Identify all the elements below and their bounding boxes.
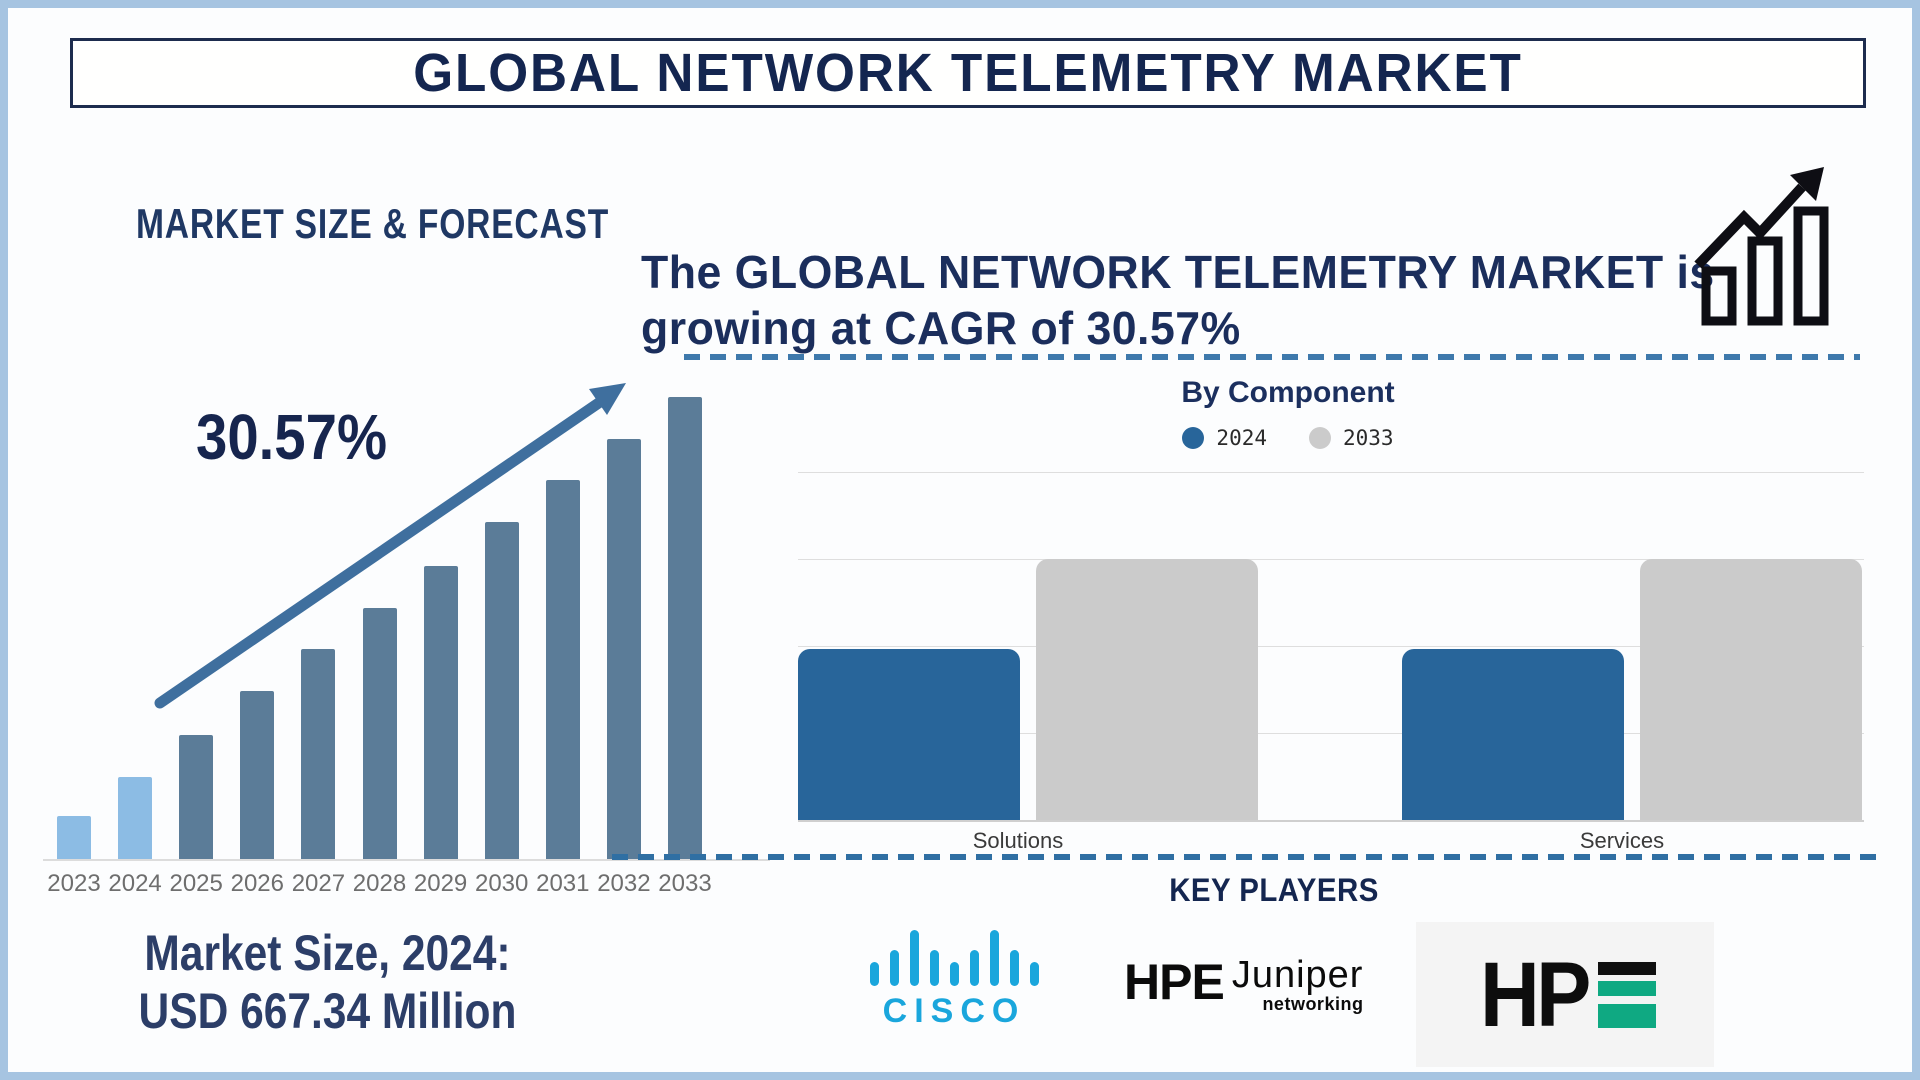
headline: The GLOBAL NETWORK TELEMETRY MARKET is g… [641,244,1715,356]
hpe-juniper-text-column: Juniper networking [1232,956,1364,1015]
headline-line1: The GLOBAL NETWORK TELEMETRY MARKET is [641,246,1715,298]
hpe-logo: HP [1416,922,1714,1067]
forecast-bar-2029 [423,566,458,860]
forecast-axis-label-2030: 2030 [474,870,529,897]
forecast-bar-2026 [240,691,275,860]
market-size-line2: USD 667.34 Million [138,983,517,1039]
forecast-bar-2033 [668,397,702,860]
cagr-value-label: 30.57% [196,401,388,473]
market-size-line1: Market Size, 2024: [144,925,511,981]
component-bar-services-2033 [1640,559,1862,820]
chart-gridline [798,733,1864,734]
forecast-axis-label-2033: 2033 [658,870,712,897]
forecast-bar-2031 [545,480,580,860]
page-title: GLOBAL NETWORK TELEMETRY MARKET [413,43,1523,103]
hpe-juniper-networking-text: networking [1262,994,1364,1014]
hpe-juniper-hpe-text: HPE [1124,954,1225,1010]
chart-baseline [798,820,1864,822]
by-component-chart [798,472,1864,822]
component-bar-services-2024 [1402,649,1624,820]
hpe-hp-text: HP [1479,943,1591,1046]
forecast-axis-label-2025: 2025 [169,870,223,897]
forecast-x-axis: 2023 2024 2025 2026 2027 2028 2029 2030 2031 2032… [43,870,768,902]
forecast-axis-label-2026: 2026 [230,870,284,897]
forecast-axis-label-2023: 2023 [47,870,101,897]
market-size-caption: Market Size, 2024: USD 667.34 Million [109,924,547,1040]
hpe-element-icon [1598,961,1657,1028]
legend-swatch-2024 [1182,427,1205,449]
category-label-solutions: Solutions [972,828,1064,853]
forecast-bar-2024 [118,777,153,860]
hpe-juniper-juniper-text: Juniper [1231,954,1364,996]
forecast-axis-line [43,859,770,861]
section-title-market-size-forecast: MARKET SIZE & FORECAST [136,200,610,247]
forecast-axis-label-2024: 2024 [108,870,162,897]
chart-legend: 2024 2033 [1088,426,1488,450]
forecast-bar-2030 [484,522,519,860]
component-bar-solutions-2033 [1036,559,1258,820]
headline-line2: growing at CAGR of 30.57% [641,302,1241,354]
forecast-axis-label-2032: 2032 [597,870,651,897]
forecast-axis-label-2027: 2027 [291,870,346,897]
by-component-title: By Component [1181,376,1395,409]
forecast-bar-2032 [606,439,641,860]
market-forecast-chart [43,397,768,860]
chart-gridline [798,646,1864,647]
cisco-logo: CISCO [854,928,1054,1031]
cisco-bridge-icon [854,928,1054,986]
forecast-axis-label-2028: 2028 [352,870,407,897]
legend-swatch-2033 [1309,427,1331,449]
legend-item-2033: 2033 [1309,426,1394,450]
forecast-bar-2027 [301,649,336,860]
forecast-axis-label-2031: 2031 [536,870,590,897]
chart-gridline [798,559,1864,560]
forecast-bar-2028 [362,608,397,860]
category-label-services: Services [1579,828,1665,853]
forecast-bar-2025 [179,735,214,860]
cisco-wordmark: CISCO [882,992,1026,1030]
key-players-title: KEY PLAYERS [1169,872,1379,908]
hpe-juniper-logo: HPE Juniper networking [1124,956,1363,1015]
legend-label-2033: 2033 [1343,426,1394,450]
forecast-bar-2023 [57,816,91,860]
growth-trend-arrow [154,383,626,709]
legend-label-2024: 2024 [1216,426,1267,450]
page-title-box: GLOBAL NETWORK TELEMETRY MARKET [70,38,1866,108]
chart-gridline [798,472,1864,473]
dashed-divider-bottom [612,854,1878,860]
component-bar-solutions-2024 [798,649,1020,820]
legend-item-2024: 2024 [1182,426,1267,450]
growth-chart-icon [1694,167,1829,326]
forecast-axis-label-2029: 2029 [413,870,468,897]
dashed-divider-top [684,354,1860,360]
